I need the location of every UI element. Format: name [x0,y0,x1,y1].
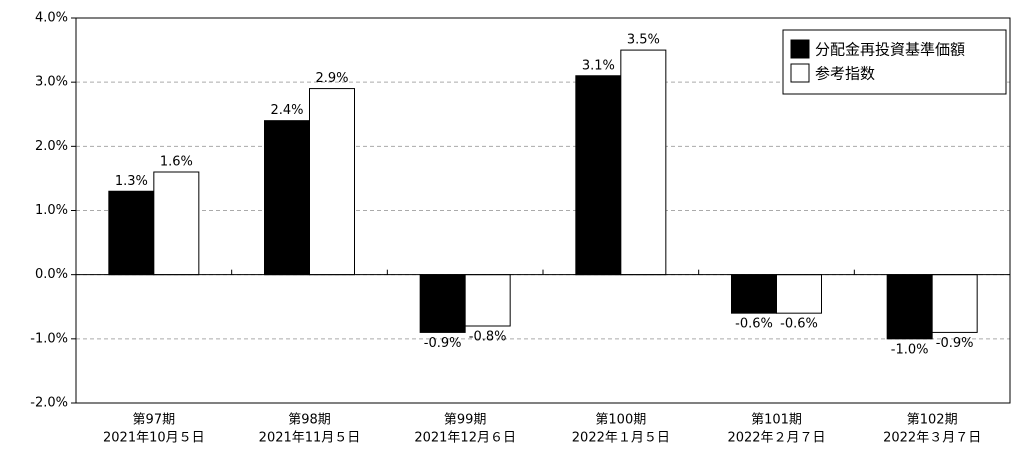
value-label: -0.8% [469,330,507,345]
y-tick-label: 3.0% [35,75,68,90]
bar [464,274,511,327]
x-tick-label: 第97期 [133,413,176,428]
bar [931,274,978,333]
x-tick-label: 第101期 [751,413,802,428]
legend-box [782,29,1007,95]
x-tick-date: 2022年３月７日 [883,431,981,446]
y-tick-label: 0.0% [35,267,68,282]
x-tick-date: 2021年11月５日 [259,431,361,446]
value-label: -0.9% [936,336,974,351]
x-tick-date: 2022年２月７日 [727,431,825,446]
value-label: 2.4% [270,103,303,118]
plot-frame [75,17,1011,404]
legend-label: 分配金再投資基準価額 [815,41,965,59]
value-label: -0.9% [424,336,462,351]
bar [575,75,622,276]
bar [776,274,822,314]
value-label: 3.5% [627,33,660,48]
bar [886,274,933,340]
value-label: -1.0% [891,342,929,357]
legend-label: 参考指数 [815,65,875,83]
bar [108,190,155,276]
y-tick-label: -2.0% [30,396,68,411]
value-label: 3.1% [582,58,615,73]
value-label: 1.3% [115,174,148,189]
x-tick-label: 第102期 [907,413,958,428]
bar [620,49,667,276]
value-label: -0.6% [780,317,818,332]
legend-swatch [790,63,810,83]
x-tick-date: 2022年１月５日 [572,431,670,446]
value-label: 1.6% [160,155,193,170]
bar [309,88,355,276]
y-tick-label: 2.0% [35,139,68,154]
y-tick-label: 4.0% [35,11,68,26]
legend-swatch [790,39,810,59]
bar [419,274,466,333]
y-tick-label: -1.0% [30,331,68,346]
x-tick-date: 2021年10月５日 [103,431,205,446]
x-tick-label: 第99期 [444,413,487,428]
bar [731,274,777,314]
y-tick-label: 1.0% [35,203,68,218]
x-tick-date: 2021年12月６日 [414,431,516,446]
x-tick-label: 第98期 [288,413,331,428]
bar [264,120,310,276]
bar [153,171,200,276]
value-label: -0.6% [735,317,773,332]
value-label: 2.9% [315,71,348,86]
x-tick-label: 第100期 [595,413,646,428]
